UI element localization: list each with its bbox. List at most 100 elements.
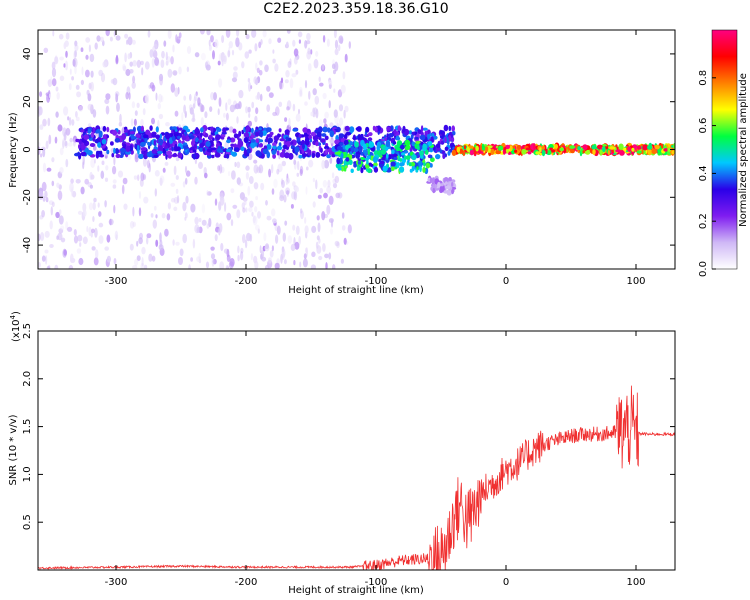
heatmap-cell xyxy=(284,79,289,84)
heatmap-cell xyxy=(51,67,57,78)
heatmap-cell xyxy=(65,127,71,136)
heatmap-cell xyxy=(147,30,151,38)
heatmap-cell xyxy=(47,264,51,269)
heatmap-cell xyxy=(333,88,336,93)
heatmap-cell xyxy=(112,165,117,175)
heatmap-cell xyxy=(302,143,305,150)
heatmap-cell xyxy=(146,151,153,158)
heatmap-cell xyxy=(184,131,187,137)
heatmap-cell xyxy=(322,35,326,43)
heatmap-cell xyxy=(67,142,73,147)
heatmap-cell xyxy=(224,202,227,212)
heatmap-cell xyxy=(278,101,283,108)
heatmap-cell xyxy=(159,175,165,184)
heatmap-cell xyxy=(403,155,407,161)
heatmap-cell xyxy=(54,54,58,63)
heatmap-cell xyxy=(225,30,231,38)
heatmap-cell xyxy=(129,61,133,67)
heatmap-cell xyxy=(147,141,151,147)
heatmap-cell xyxy=(170,182,176,187)
heatmap-cell xyxy=(488,145,493,149)
heatmap-cell xyxy=(495,150,502,155)
heatmap-cell xyxy=(342,71,346,80)
heatmap-cell xyxy=(266,85,271,92)
heatmap-cell xyxy=(223,112,226,118)
heatmap-cell xyxy=(41,255,46,262)
heatmap-cell xyxy=(138,237,143,245)
heatmap-cell xyxy=(328,195,334,205)
heatmap-cell xyxy=(254,43,258,52)
heatmap-cell xyxy=(232,128,237,134)
heatmap-cell xyxy=(46,167,52,172)
heatmap-cell xyxy=(194,176,198,185)
heatmap-cell xyxy=(254,206,258,213)
heatmap-cell xyxy=(197,97,201,106)
heatmap-cell xyxy=(240,247,244,254)
heatmap-cell xyxy=(299,89,303,97)
heatmap-cell xyxy=(293,190,298,201)
heatmap-cell xyxy=(357,160,362,165)
heatmap-cell xyxy=(334,175,340,184)
heatmap-cell xyxy=(74,40,78,47)
heatmap-cell xyxy=(206,148,213,153)
heatmap-cell xyxy=(341,212,345,219)
heatmap-cell xyxy=(175,175,179,180)
heatmap-cell xyxy=(216,127,222,132)
heatmap-cell xyxy=(512,145,516,149)
heatmap-cell xyxy=(186,128,191,133)
heatmap-cell xyxy=(226,254,231,262)
heatmap-cell xyxy=(289,78,294,89)
heatmap-cell xyxy=(236,177,241,185)
heatmap-cell xyxy=(115,56,119,65)
heatmap-cell xyxy=(44,230,50,238)
heatmap-cell xyxy=(162,143,165,148)
heatmap-cell xyxy=(174,87,179,97)
heatmap-cell xyxy=(58,228,64,234)
heatmap-cell xyxy=(132,60,137,67)
heatmap-cell xyxy=(250,127,254,134)
heatmap-cell xyxy=(295,113,301,122)
heatmap-cell xyxy=(647,148,652,156)
heatmap-cell xyxy=(173,165,177,176)
heatmap-cell xyxy=(87,150,93,156)
heatmap-cell xyxy=(225,102,228,111)
heatmap-cell xyxy=(222,148,227,152)
heatmap-cell xyxy=(45,140,49,150)
heatmap-cell xyxy=(183,95,187,101)
heatmap-cell xyxy=(277,133,281,138)
heatmap-cell xyxy=(272,58,276,64)
heatmap-cell xyxy=(354,141,359,148)
heatmap-cell xyxy=(129,69,134,74)
heatmap-cell xyxy=(400,144,405,150)
heatmap-cell xyxy=(299,261,302,268)
heatmap-cell xyxy=(396,161,400,169)
heatmap-cell xyxy=(92,126,96,134)
heatmap-cell xyxy=(198,252,201,261)
heatmap-cell xyxy=(444,146,449,151)
heatmap-cell xyxy=(182,233,187,244)
heatmap-cell xyxy=(124,33,129,39)
heatmap-cell xyxy=(136,240,139,247)
heatmap-cell xyxy=(271,164,274,174)
heatmap-cell xyxy=(132,126,136,133)
heatmap-cell xyxy=(278,128,282,133)
heatmap-cell xyxy=(141,67,144,76)
heatmap-cell xyxy=(68,265,74,269)
heatmap-cell xyxy=(100,170,105,179)
heatmap-cell xyxy=(236,116,239,124)
heatmap-cell xyxy=(367,148,371,152)
heatmap-cell xyxy=(290,204,294,209)
heatmap-cell xyxy=(258,127,262,131)
heatmap-cell xyxy=(248,207,253,213)
heatmap-cell xyxy=(259,93,263,102)
heatmap-cell xyxy=(266,104,271,112)
heatmap-cell xyxy=(288,117,291,128)
heatmap-cell xyxy=(344,165,348,169)
heatmap-cell xyxy=(57,190,63,201)
heatmap-cell xyxy=(425,162,431,169)
heatmap-cell xyxy=(112,129,118,136)
colorbar-tick-label: 0.8 xyxy=(698,70,709,86)
heatmap-cell xyxy=(292,224,296,231)
heatmap-cell xyxy=(80,186,85,195)
heatmap-cell xyxy=(329,228,334,235)
